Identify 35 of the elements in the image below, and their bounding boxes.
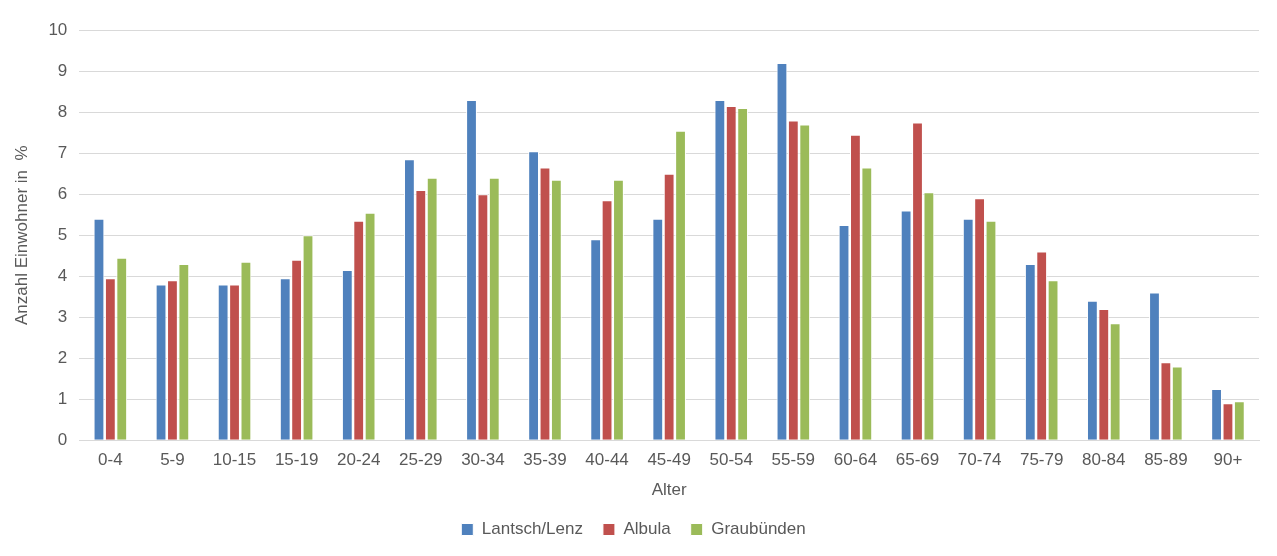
x-axis-title: Alter (651, 480, 687, 500)
x-tick-label: 30-34 (461, 450, 505, 470)
x-tick-label: 75-79 (1019, 450, 1064, 470)
y-tick-label: 3 (57, 306, 68, 326)
x-tick-label: 60-64 (833, 450, 878, 470)
x-tick-label: 0-4 (98, 450, 123, 470)
y-tick-label: 1 (57, 388, 68, 408)
x-tick-label: 25-29 (399, 450, 443, 470)
y-tick-label: 0 (57, 429, 68, 449)
x-tick-label: 90+ (1213, 450, 1243, 470)
x-tick-label: 50-54 (709, 450, 753, 470)
x-tick-label: 15-19 (274, 450, 319, 470)
y-tick-label: 9 (57, 60, 68, 80)
x-tick-label: 20-24 (336, 450, 381, 470)
y-tick-label: 10 (48, 19, 68, 39)
legend-label: Lantsch/Lenz (481, 519, 583, 539)
x-tick-label: 35-39 (523, 450, 567, 470)
legend-label: Graubünden (711, 519, 806, 539)
y-tick-label: 5 (57, 224, 68, 244)
x-tick-label: 10-15 (212, 450, 257, 470)
y-axis-title: Anzahl Einwohner in % (11, 145, 31, 325)
x-tick-label: 85-89 (1144, 450, 1188, 470)
x-tick-label: 40-44 (585, 450, 629, 470)
x-tick-label: 45-49 (647, 450, 691, 470)
x-tick-label: 65-69 (895, 450, 940, 470)
legend-label: Albula (623, 519, 672, 539)
y-tick-label: 6 (57, 183, 68, 203)
x-tick-label: 5-9 (160, 450, 185, 470)
y-tick-label: 8 (57, 101, 68, 121)
x-tick-label: 80-84 (1082, 450, 1126, 470)
y-tick-label: 4 (57, 265, 68, 285)
x-tick-label: 70-74 (957, 450, 1002, 470)
y-tick-label: 2 (57, 347, 68, 367)
y-tick-label: 7 (57, 142, 68, 162)
x-tick-label: 55-59 (771, 450, 816, 470)
